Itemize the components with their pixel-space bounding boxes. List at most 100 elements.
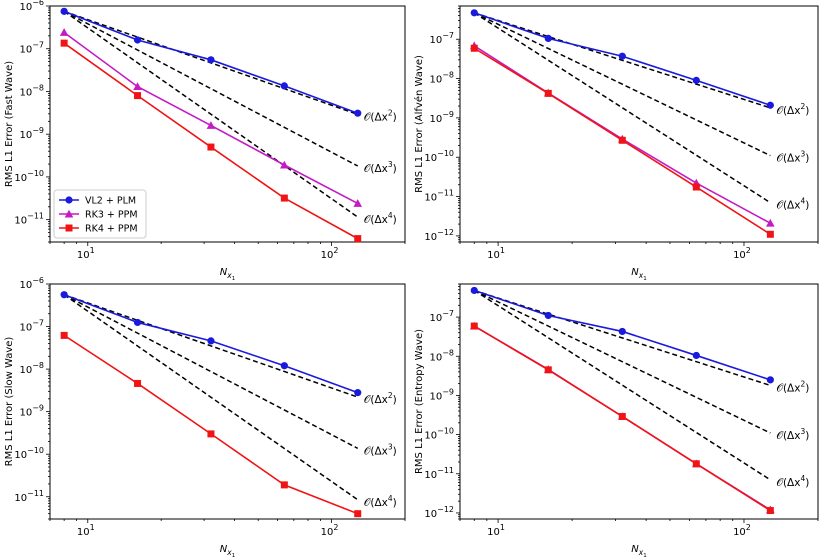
y-tick-label-2-0: 10−11	[14, 489, 44, 504]
y-tick-label-1-0: 10−12	[424, 228, 454, 243]
ref-label-2-1: 𝒪(Δx3)	[364, 442, 397, 457]
y-tick-label-2-3: 10−8	[19, 361, 44, 376]
data-point-3-2-2	[618, 412, 626, 420]
data-point-0-2-1	[134, 92, 142, 100]
axes-frame-3	[459, 283, 819, 520]
series-line-3-0	[474, 289, 771, 381]
data-point-0-1-2	[206, 121, 216, 129]
series-line-1-1	[473, 45, 771, 224]
y-tick-label-3-5: 10−7	[429, 309, 454, 324]
ref-label-0-2: 𝒪(Δx4)	[364, 211, 397, 226]
data-point-1-2-4	[766, 230, 774, 238]
legend-marker-0	[65, 196, 73, 204]
axes-frame-0	[49, 5, 406, 243]
data-point-2-1-3	[280, 481, 288, 489]
ref-label-2-2: 𝒪(Δx4)	[364, 494, 397, 509]
reference-line-order-4-0	[63, 10, 359, 218]
ref-label-0-1: 𝒪(Δx3)	[364, 160, 397, 175]
legend-marker-2	[65, 224, 73, 232]
x-axis-label-0: Nx1	[220, 267, 235, 282]
data-point-1-0-0	[470, 9, 478, 17]
data-point-1-2-2	[618, 136, 626, 144]
ref-label-3-0: 𝒪(Δx2)	[776, 379, 809, 394]
panel-top-left: 101 102 10−11 10−10 10−9 10−8 10−7 10−6 Nx1 RMS L…	[4, 0, 406, 282]
axes-frame-1	[459, 5, 819, 243]
data-point-0-2-3	[280, 194, 288, 202]
y-tick-label-0-0: 10−11	[14, 212, 44, 227]
x-axis-label-3: Nx1	[631, 544, 646, 559]
reference-line-order-2-3	[474, 289, 771, 387]
data-point-2-0-2	[207, 337, 215, 345]
y-tick-label-1-4: 10−8	[429, 71, 454, 86]
reference-line-order-2-2	[63, 294, 358, 398]
data-point-3-2-3	[692, 460, 700, 468]
data-point-0-0-0	[60, 7, 68, 15]
x-tick-label-3-0: 101	[487, 523, 505, 538]
y-tick-label-2-4: 10−7	[19, 319, 44, 334]
y-tick-label-0-5: 10−6	[19, 0, 44, 13]
data-point-1-0-1	[544, 34, 552, 43]
x-tick-label-3-1: 102	[733, 523, 751, 538]
reference-line-order-3-0	[63, 10, 359, 167]
legend-label-1: RK3 + PPM	[85, 210, 138, 221]
y-tick-label-3-0: 10−12	[424, 505, 454, 520]
data-point-2-1-0	[60, 331, 68, 339]
y-tick-label-2-1: 10−10	[14, 446, 44, 461]
data-point-0-2-4	[354, 235, 362, 243]
data-point-1-0-4	[766, 101, 774, 109]
y-tick-label-2-2: 10−9	[19, 404, 44, 419]
data-point-2-1-1	[134, 379, 142, 387]
reference-line-order-4-3	[473, 289, 771, 481]
legend-label-2: RK4 + PPM	[85, 224, 138, 235]
panel-bottom-right: 101 102 10−12 10−11 10−10 10−9 10−8 10−7 Nx1 RMS …	[414, 283, 819, 559]
y-tick-label-1-2: 10−10	[424, 149, 454, 164]
y-tick-label-3-4: 10−8	[429, 348, 454, 363]
y-tick-label-3-1: 10−11	[424, 466, 454, 481]
axes-frame-2	[49, 283, 406, 520]
x-tick-label-0-1: 102	[321, 246, 339, 261]
data-point-0-0-3	[280, 82, 288, 90]
reference-line-order-3-1	[473, 12, 771, 157]
data-point-0-0-1	[133, 36, 142, 44]
y-tick-label-0-4: 10−7	[19, 41, 44, 56]
y-tick-label-0-2: 10−9	[19, 126, 44, 141]
legend-box	[53, 189, 147, 239]
y-tick-label-1-3: 10−9	[429, 110, 454, 125]
data-point-0-1-0	[59, 28, 69, 36]
reference-line-order-4-1	[473, 12, 771, 204]
data-point-2-1-2	[207, 430, 215, 438]
ref-label-1-2: 𝒪(Δx4)	[776, 197, 809, 212]
y-tick-label-3-3: 10−9	[429, 387, 454, 402]
data-point-3-0-2	[618, 327, 626, 336]
ref-label-1-0: 𝒪(Δx2)	[776, 102, 809, 117]
y-tick-label-1-5: 10−7	[429, 31, 454, 46]
y-tick-label-1-1: 10−11	[424, 189, 454, 204]
x-tick-label-2-0: 101	[77, 523, 95, 538]
reference-line-order-3-3	[473, 289, 771, 434]
data-point-3-2-0	[470, 322, 478, 330]
y-axis-label-2: RMS L1 Error (Slow Wave)	[4, 337, 15, 467]
legend: VL2 + PLM RK3 + PPM RK4 + PPM	[53, 189, 147, 239]
data-point-1-2-1	[544, 89, 552, 97]
panel-top-right: 101 102 10−12 10−11 10−10 10−9 10−8 10−7 Nx1 RMS …	[413, 5, 819, 282]
reference-line-order-2-1	[474, 12, 771, 109]
ref-label-2-0: 𝒪(Δx2)	[364, 391, 397, 406]
data-point-0-1-1	[133, 82, 142, 91]
ref-label-0-0: 𝒪(Δx2)	[364, 108, 397, 123]
x-tick-label-1-0: 101	[487, 246, 505, 261]
data-point-0-2-2	[207, 143, 215, 151]
reference-line-order-3-2	[63, 294, 359, 450]
ref-label-3-1: 𝒪(Δx3)	[776, 427, 809, 442]
y-tick-label-0-1: 10−10	[14, 169, 44, 184]
x-tick-label-1-1: 102	[733, 246, 751, 261]
x-tick-label-2-1: 102	[321, 523, 339, 538]
data-point-3-0-0	[470, 286, 478, 295]
legend-label-0: VL2 + PLM	[85, 196, 136, 207]
data-point-0-0-2	[207, 56, 215, 64]
legend-marker-1	[64, 209, 74, 218]
data-point-0-1-3	[280, 160, 289, 169]
data-point-1-0-2	[618, 52, 626, 60]
data-point-2-0-3	[280, 362, 288, 370]
data-point-1-0-3	[692, 76, 700, 84]
